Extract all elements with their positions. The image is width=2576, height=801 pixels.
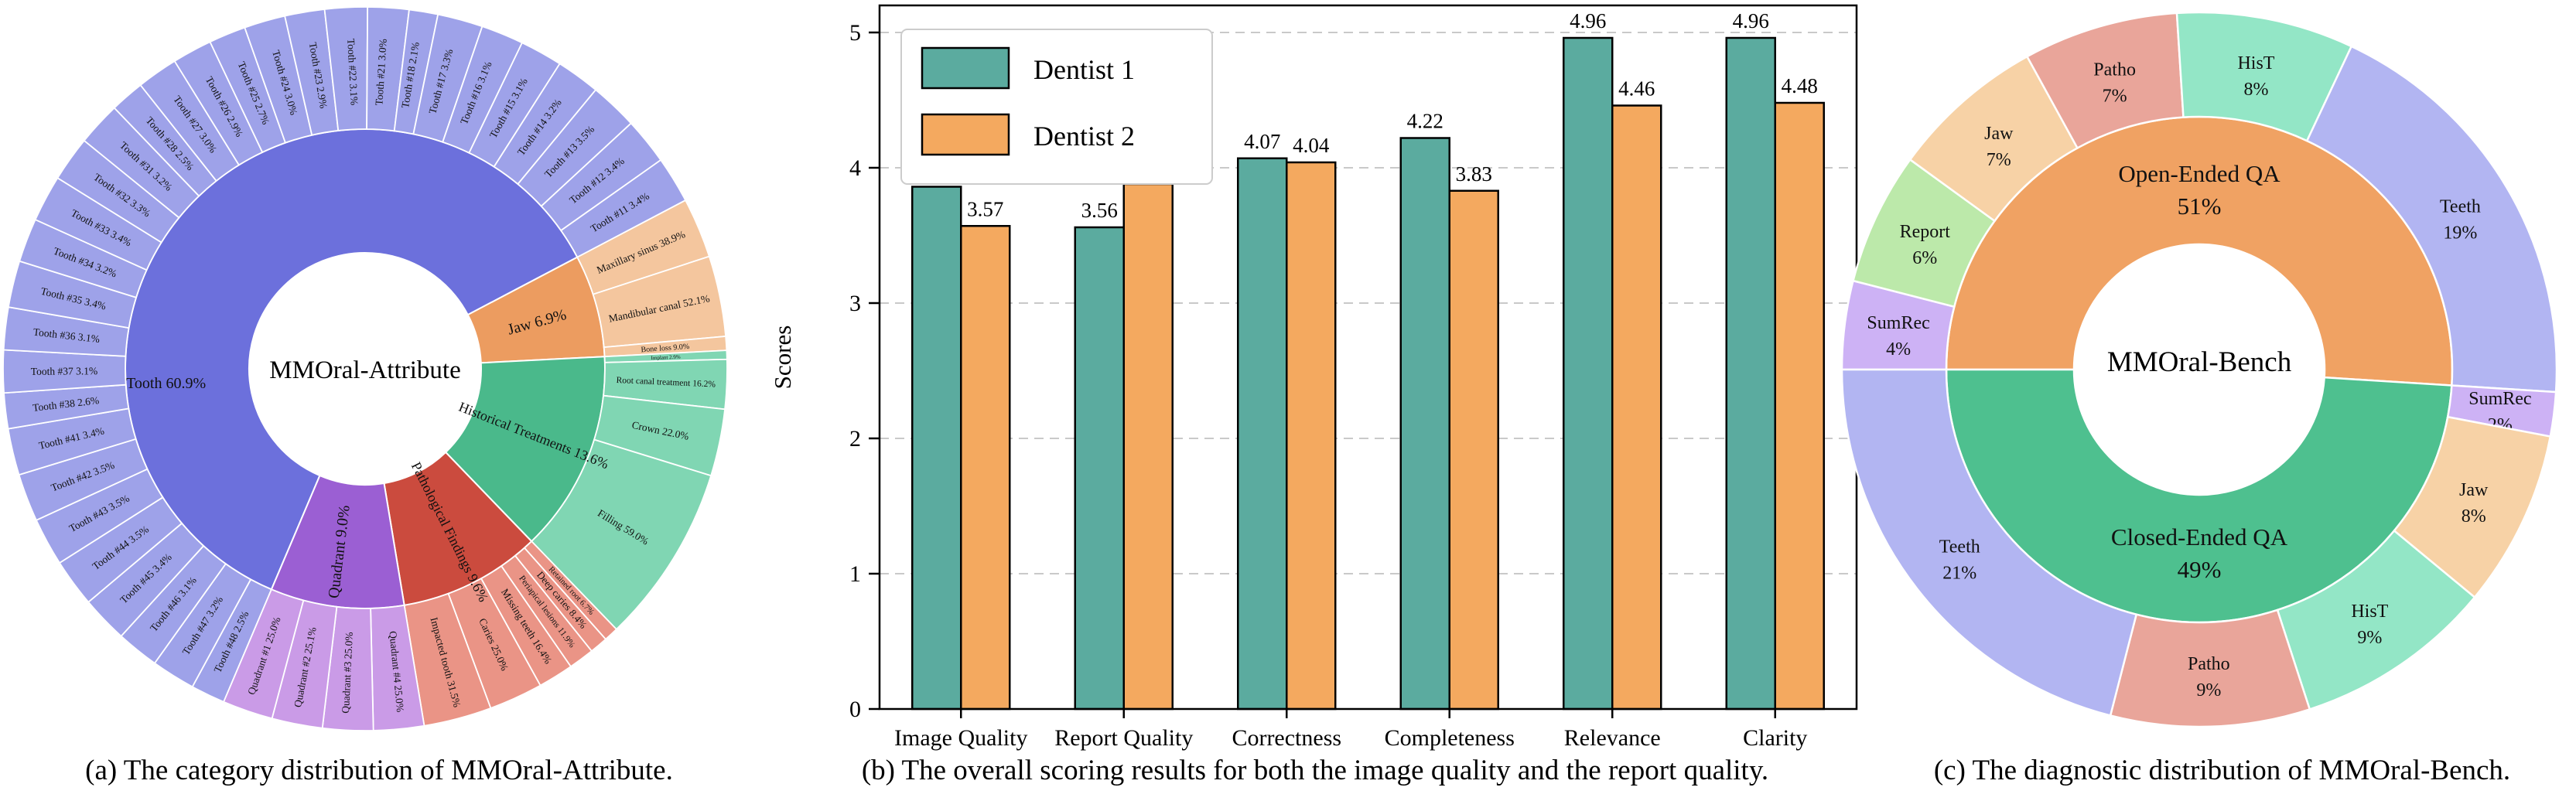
bar-value-label: 3.83 (1456, 162, 1492, 186)
donut-outer-label: Patho (2093, 60, 2136, 80)
donut-outer-teeth-19 (2305, 45, 2558, 394)
bar-value-label: 4.96 (1733, 9, 1769, 32)
donut-outer-label: Patho (2188, 654, 2230, 674)
y-tick-label: 1 (849, 561, 861, 587)
y-tick-label: 0 (849, 697, 861, 722)
bar-dentist1-image-quality (911, 186, 962, 711)
bar-value-label: 4.07 (1244, 130, 1280, 153)
bar-dentist2-relevance (1611, 104, 1662, 711)
donut-outer-label: HisT (2351, 602, 2388, 622)
bar-value-label: 4.22 (1407, 110, 1443, 133)
bar-dentist1-clarity (1725, 36, 1776, 711)
caption-a: (a) The category distribution of MMOral-… (85, 755, 673, 786)
bar-dentist2-completeness (1448, 189, 1499, 711)
donut-inner-label: Open-Ended QA (2118, 160, 2280, 187)
donut-outer-label: Jaw (1984, 124, 2014, 144)
y-axis-label: Scores (769, 326, 796, 390)
donut-outer-label: SumRec (2468, 389, 2531, 409)
bar-dentist2-clarity (1774, 101, 1825, 711)
sunburst-attribute-chart: Tooth #48 2.5%Tooth #47 3.2%Tooth #46 3.… (2, 6, 728, 731)
donut-outer-label: Teeth (2440, 196, 2481, 216)
bar-value-label: 4.96 (1570, 9, 1606, 32)
caption-c: (c) The diagnostic distribution of MMOra… (1933, 755, 2511, 786)
bar-dentist1-report-quality (1074, 226, 1125, 711)
donut-outer-label: 8% (2243, 80, 2268, 100)
donut-outer-label: SumRec (1867, 313, 1929, 333)
bar-dentist1-relevance (1563, 36, 1614, 711)
donut-outer-label: 21% (1942, 563, 1976, 583)
bar-dentist2-image-quality (960, 225, 1011, 711)
sunburst-leaf-label: Implant 2.9% (651, 354, 681, 361)
x-tick-label: Image Quality (894, 725, 1027, 751)
y-tick-label: 3 (849, 291, 861, 316)
donut-outer-label: 7% (2103, 87, 2127, 107)
x-tick-label: Completeness (1385, 725, 1515, 751)
donut-inner-label: 51% (2178, 193, 2222, 220)
donut-outer-label: Report (1900, 222, 1951, 242)
sunburst-leaf-label: Root canal treatment 16.2% (616, 376, 716, 390)
bar-dentist1-correctness (1237, 157, 1288, 711)
donut-outer-label: 9% (2357, 628, 2382, 648)
donut-outer-label: 6% (1912, 248, 1937, 268)
donut-outer-label: HisT (2237, 53, 2274, 73)
bar-dentist2-correctness (1286, 161, 1337, 711)
donut-outer-label: 9% (2196, 680, 2221, 700)
donut-inner-label: Closed-Ended QA (2111, 523, 2288, 550)
donut-bench-chart: Open-Ended QA 51% Closed-Ended QA 49% SumRec… (1840, 11, 2558, 728)
donut-center-label: MMOral-Bench (2107, 346, 2292, 378)
y-tick-label: 4 (849, 155, 861, 181)
x-tick-label: Relevance (1564, 725, 1661, 751)
sunburst-category-label: Tooth 60.9% (126, 375, 206, 392)
donut-outer-teeth-21 (1840, 368, 2138, 717)
donut-outer-label: 7% (1987, 150, 2011, 170)
x-tick-label: Report Quality (1054, 725, 1193, 751)
sunburst-leaf-label: Tooth #37 3.1% (31, 365, 98, 377)
donut-outer-label: 19% (2443, 223, 2477, 243)
donut-outer-label: 4% (1886, 339, 1911, 360)
x-tick-label: Correctness (1232, 725, 1341, 751)
donut-outer-label: Teeth (1939, 537, 1980, 557)
bar-value-label: 3.56 (1081, 199, 1118, 222)
y-tick-label: 5 (849, 20, 861, 46)
legend-swatch (921, 113, 1010, 156)
sunburst-leaf-label: Tooth #22 3.1% (345, 38, 360, 105)
sunburst-segment-quadrant-1 (222, 588, 305, 720)
bar-value-label: 3.57 (967, 197, 1003, 220)
bar-value-label: 4.46 (1618, 77, 1655, 101)
donut-outer-label: Jaw (2459, 480, 2489, 500)
y-tick-label: 2 (849, 426, 861, 452)
legend-label: Dentist 2 (1033, 121, 1135, 152)
donut-outer-label: 8% (2462, 506, 2486, 527)
bar-dentist1-completeness (1399, 137, 1450, 711)
legend-swatch (921, 46, 1010, 90)
donut-inner-label: 49% (2178, 556, 2222, 583)
sunburst-leaf-label: Quadrant #3 25.0% (340, 632, 355, 714)
bar-dentist2-report-quality (1122, 182, 1174, 711)
bar-value-label: 4.48 (1782, 74, 1818, 97)
x-tick-label: Clarity (1743, 725, 1807, 751)
sunburst-center-label: MMOral-Attribute (269, 356, 460, 384)
sunburst-leaf-label: Tooth #21 3.0% (373, 39, 389, 106)
sunburst-leaf-label: Bone loss 9.0% (641, 343, 690, 354)
bar-value-label: 4.04 (1293, 134, 1330, 157)
legend-label: Dentist 1 (1033, 54, 1135, 85)
caption-b: (b) The overall scoring results for both… (861, 755, 1769, 786)
